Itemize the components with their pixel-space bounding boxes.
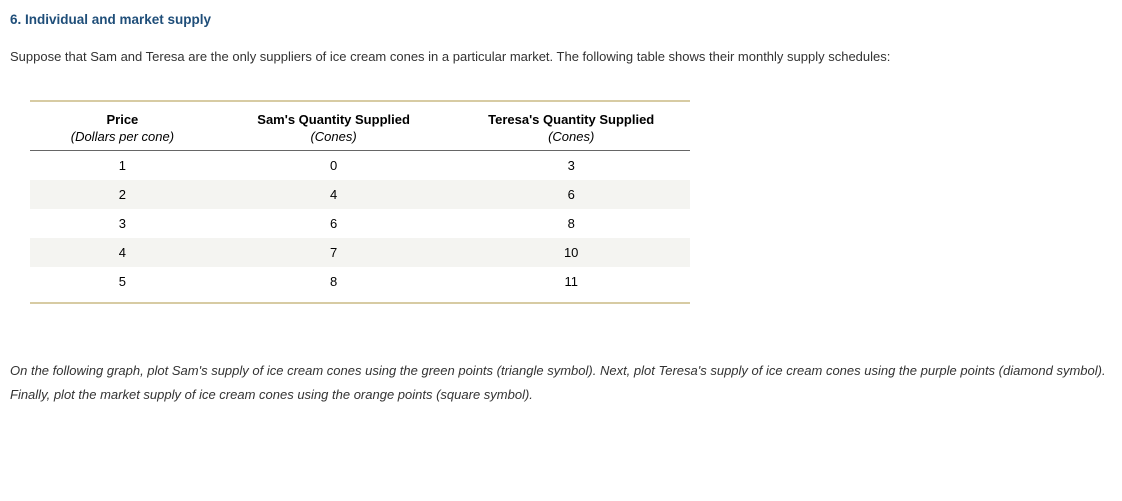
table-row: 4 7 10 xyxy=(30,238,690,267)
cell-teresa: 10 xyxy=(452,238,690,267)
table-bottom-rule xyxy=(30,302,690,304)
supply-table: Price Sam's Quantity Supplied Teresa's Q… xyxy=(30,108,690,296)
table-row: 2 4 6 xyxy=(30,180,690,209)
col-header-teresa: Teresa's Quantity Supplied xyxy=(452,108,690,129)
cell-price: 4 xyxy=(30,238,215,267)
cell-teresa: 11 xyxy=(452,267,690,296)
section-heading: 6. Individual and market supply xyxy=(10,12,1112,27)
cell-teresa: 6 xyxy=(452,180,690,209)
table-row: 1 0 3 xyxy=(30,150,690,180)
cell-sam: 7 xyxy=(215,238,453,267)
col-header-price: Price xyxy=(30,108,215,129)
cell-teresa: 8 xyxy=(452,209,690,238)
intro-paragraph: Suppose that Sam and Teresa are the only… xyxy=(10,45,1112,70)
table-top-rule xyxy=(30,100,690,102)
table-row: 5 8 11 xyxy=(30,267,690,296)
col-header-sam: Sam's Quantity Supplied xyxy=(215,108,453,129)
cell-sam: 0 xyxy=(215,150,453,180)
cell-sam: 8 xyxy=(215,267,453,296)
col-subheader-sam: (Cones) xyxy=(215,129,453,151)
col-subheader-price: (Dollars per cone) xyxy=(30,129,215,151)
table-header-row: Price Sam's Quantity Supplied Teresa's Q… xyxy=(30,108,690,129)
table-body: 1 0 3 2 4 6 3 6 8 4 7 10 5 8 11 xyxy=(30,150,690,296)
cell-price: 1 xyxy=(30,150,215,180)
graph-instructions: On the following graph, plot Sam's suppl… xyxy=(10,359,1112,408)
cell-teresa: 3 xyxy=(452,150,690,180)
supply-table-container: Price Sam's Quantity Supplied Teresa's Q… xyxy=(30,100,690,304)
table-row: 3 6 8 xyxy=(30,209,690,238)
cell-sam: 6 xyxy=(215,209,453,238)
cell-price: 5 xyxy=(30,267,215,296)
cell-price: 2 xyxy=(30,180,215,209)
col-subheader-teresa: (Cones) xyxy=(452,129,690,151)
cell-sam: 4 xyxy=(215,180,453,209)
cell-price: 3 xyxy=(30,209,215,238)
table-subheader-row: (Dollars per cone) (Cones) (Cones) xyxy=(30,129,690,151)
